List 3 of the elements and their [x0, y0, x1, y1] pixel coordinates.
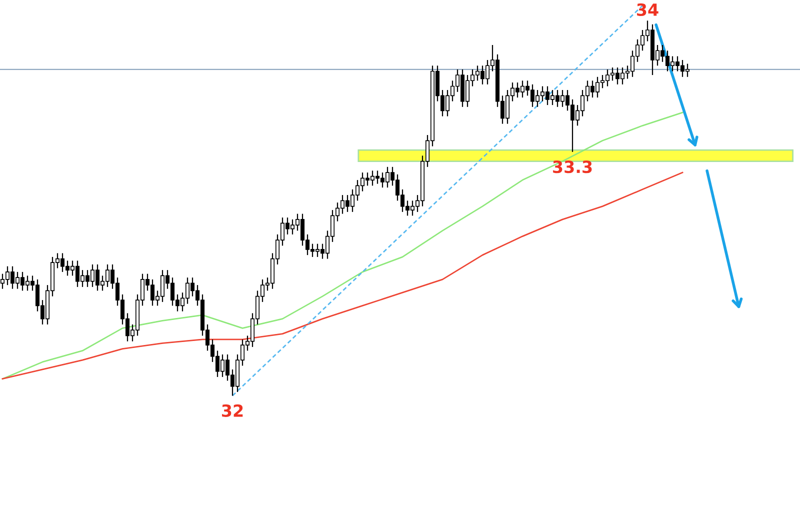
annotation: 33.3 — [553, 160, 592, 174]
annotation: 34 — [637, 3, 658, 16]
annotation: 32 — [222, 404, 243, 417]
